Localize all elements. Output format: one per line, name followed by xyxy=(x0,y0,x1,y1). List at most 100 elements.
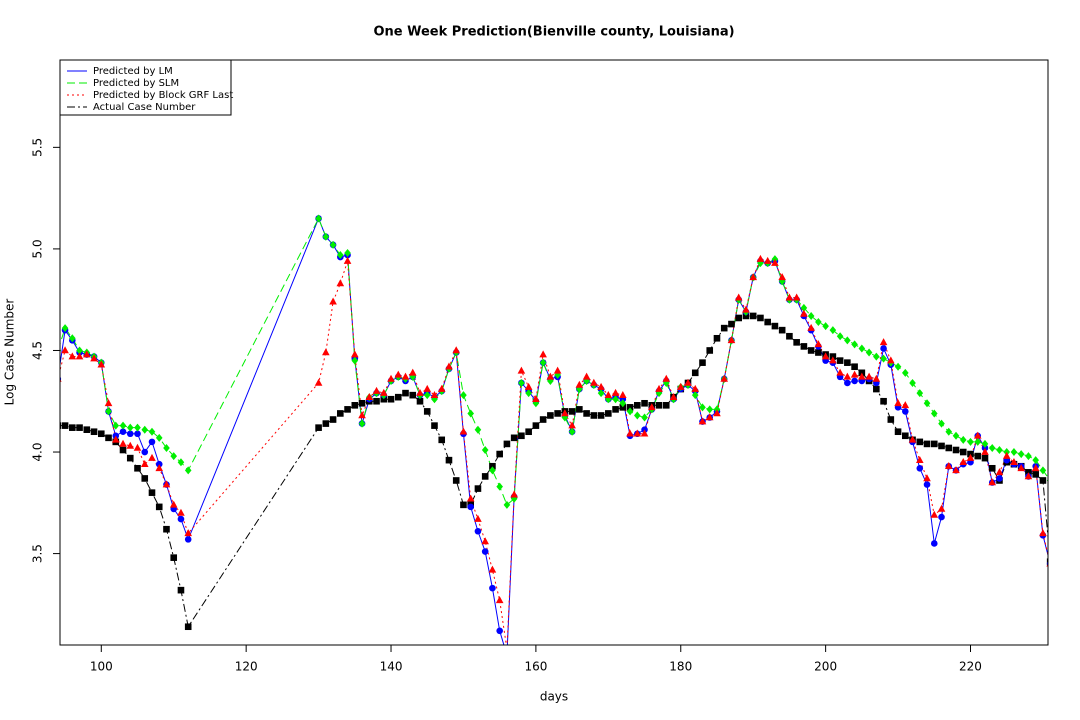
point xyxy=(409,391,417,399)
point xyxy=(1025,452,1032,461)
point xyxy=(880,397,887,405)
point xyxy=(430,390,439,398)
point xyxy=(69,334,76,343)
x-axis-label: days xyxy=(540,690,568,704)
point xyxy=(408,368,417,376)
point xyxy=(148,427,156,436)
point xyxy=(836,357,844,364)
legend-label: Actual Case Number xyxy=(93,102,196,113)
point xyxy=(713,409,721,417)
point xyxy=(879,338,888,346)
point xyxy=(155,464,164,472)
point xyxy=(416,388,424,396)
point xyxy=(1039,529,1047,537)
point xyxy=(640,429,649,437)
point xyxy=(315,424,322,431)
point xyxy=(720,374,729,382)
point xyxy=(437,384,446,392)
point xyxy=(887,356,895,364)
point xyxy=(793,339,800,346)
point xyxy=(155,503,163,511)
point xyxy=(800,303,808,312)
point xyxy=(474,527,482,535)
point xyxy=(358,399,366,407)
point xyxy=(532,395,540,403)
point xyxy=(394,370,403,378)
point xyxy=(1017,464,1025,472)
point xyxy=(351,350,359,358)
point xyxy=(337,251,344,259)
point xyxy=(699,403,706,412)
point xyxy=(641,399,648,407)
point xyxy=(865,372,873,380)
point xyxy=(923,481,931,488)
point xyxy=(329,240,337,249)
point xyxy=(1010,457,1018,465)
point xyxy=(728,320,735,328)
point xyxy=(568,427,576,436)
point xyxy=(148,453,156,461)
point xyxy=(1039,466,1047,475)
point xyxy=(815,349,822,356)
point xyxy=(163,525,170,533)
point xyxy=(431,422,438,429)
point xyxy=(373,397,380,405)
point xyxy=(141,475,149,482)
point xyxy=(568,421,576,429)
point xyxy=(119,421,127,430)
point xyxy=(807,311,815,320)
point xyxy=(402,389,409,397)
point xyxy=(489,584,496,592)
y-tick-label: 5.5 xyxy=(31,138,45,157)
point xyxy=(460,501,467,509)
point xyxy=(496,627,503,635)
point xyxy=(546,372,555,380)
point xyxy=(134,423,141,432)
point xyxy=(401,372,410,380)
legend-label: Predicted by LM xyxy=(93,66,173,77)
point xyxy=(460,391,467,400)
point xyxy=(495,596,504,604)
point xyxy=(510,434,518,442)
point xyxy=(525,428,532,436)
point xyxy=(952,466,960,474)
point xyxy=(757,314,764,322)
point xyxy=(83,350,91,358)
point xyxy=(119,446,127,454)
point xyxy=(423,408,431,415)
point xyxy=(836,368,844,376)
point xyxy=(358,419,366,428)
point xyxy=(959,457,968,465)
point xyxy=(966,453,975,461)
point xyxy=(177,458,185,467)
point xyxy=(1039,477,1047,484)
point xyxy=(112,421,120,430)
point xyxy=(800,343,808,350)
point xyxy=(713,334,721,342)
point xyxy=(822,322,829,331)
point xyxy=(836,332,844,341)
point xyxy=(1017,450,1025,459)
point xyxy=(547,376,554,385)
point xyxy=(691,384,700,392)
point xyxy=(909,378,916,387)
point xyxy=(553,366,562,374)
point xyxy=(807,347,815,354)
point xyxy=(959,448,967,456)
point xyxy=(829,356,837,364)
point xyxy=(974,437,982,446)
point xyxy=(873,352,880,361)
point xyxy=(554,370,561,379)
point xyxy=(851,363,858,371)
point xyxy=(626,407,634,416)
point xyxy=(474,514,482,522)
point xyxy=(647,403,656,411)
point xyxy=(489,466,496,475)
point xyxy=(61,422,69,429)
point xyxy=(489,462,496,470)
point xyxy=(843,372,852,380)
point xyxy=(105,434,112,442)
point xyxy=(343,256,352,264)
point xyxy=(1046,558,1048,566)
point xyxy=(916,389,924,398)
